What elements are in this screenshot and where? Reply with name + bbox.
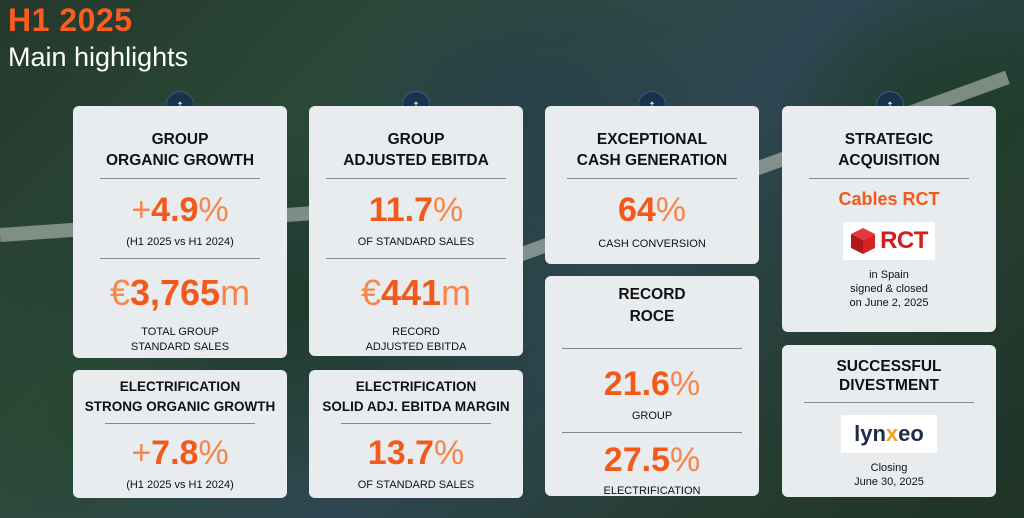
card-title: STRATEGIC ACQUISITION [838, 131, 940, 169]
card-cash-generation: EXCEPTIONAL CASH GENERATION 64% CASH CONV… [545, 106, 759, 264]
card-title: ELECTRIFICATION STRONG ORGANIC GROWTH [84, 379, 276, 414]
cube-icon [850, 227, 876, 255]
divestment-caption: Closing June 30, 2025 [854, 462, 924, 488]
card-electrification-margin: ELECTRIFICATION SOLID ADJ. EBITDA MARGIN … [309, 370, 523, 498]
ebitda-margin-caption: OF STANDARD SALES [357, 236, 475, 248]
roce-electrification-value: 27.5% [603, 441, 701, 479]
acquisition-caption: in Spain signed & closed on June 2, 2025 [849, 269, 929, 309]
card-adjusted-ebitda: GROUP ADJUSTED EBITDA 11.7% OF STANDARD S… [309, 106, 523, 356]
electrification-margin-value: 13.7% [367, 434, 465, 472]
lynxeo-logo: lyn x eo [841, 415, 937, 453]
card-title: SUCCESSFUL DIVESTMENT [836, 358, 942, 394]
ebitda-caption: RECORD ADJUSTED EBITDA [365, 326, 467, 353]
growth-caption: (H1 2025 vs H1 2024) [126, 236, 234, 248]
electrification-growth-value: +7.8% [131, 434, 229, 472]
roce-electrification-caption: ELECTRIFICATION [603, 485, 701, 497]
card-title: RECORD ROCE [618, 286, 686, 325]
card-title: GROUP ADJUSTED EBITDA [343, 131, 489, 169]
card-record-roce: RECORD ROCE 21.6% GROUP 27.5% ELECTRIFICA… [545, 276, 759, 497]
electrification-growth-caption: (H1 2025 vs H1 2024) [126, 479, 234, 491]
card-title: EXCEPTIONAL CASH GENERATION [576, 131, 728, 169]
growth-value: +4.9% [131, 191, 229, 229]
cash-conversion-value: 64% [617, 191, 687, 229]
cash-conversion-caption: CASH CONVERSION [598, 238, 706, 250]
page-title: H1 2025 [8, 2, 133, 38]
ebitda-value: €441m [360, 272, 472, 313]
card-divestment: SUCCESSFUL DIVESTMENT lyn x eo Closing June … [782, 345, 996, 497]
sales-caption: TOTAL GROUP STANDARD SALES [130, 326, 230, 353]
ebitda-margin-value: 11.7% [368, 191, 464, 229]
card-strategic-acquisition: STRATEGIC ACQUISITION Cables RCT RCT in S… [782, 106, 996, 332]
roce-group-caption: GROUP [631, 410, 673, 422]
card-electrification-growth: ELECTRIFICATION STRONG ORGANIC GROWTH +7.… [73, 370, 287, 498]
card-title: ELECTRIFICATION SOLID ADJ. EBITDA MARGIN [322, 379, 510, 414]
roce-group-value: 21.6% [603, 365, 701, 403]
sales-value: €3,765m [109, 272, 251, 313]
electrification-margin-caption: OF STANDARD SALES [357, 479, 475, 491]
page-subtitle: Main highlights [8, 42, 189, 72]
rct-logo: RCT [843, 222, 935, 260]
card-title: GROUP ORGANIC GROWTH [105, 131, 255, 169]
acquisition-company: Cables RCT [838, 189, 940, 209]
card-organic-growth: GROUP ORGANIC GROWTH +4.9% (H1 2025 vs H1… [73, 106, 287, 358]
